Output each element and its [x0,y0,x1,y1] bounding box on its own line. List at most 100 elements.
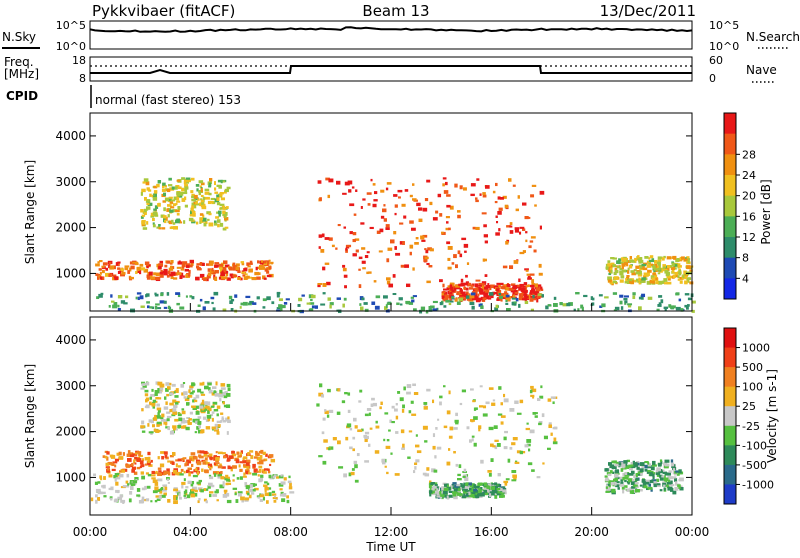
power-cell [420,306,426,311]
xtick-label: 08:00 [273,525,308,539]
power-cell [625,279,630,283]
velocity-cell [541,413,545,418]
velocity-cell [141,420,145,425]
velocity-cell [190,483,194,487]
velocity-cell [354,425,358,429]
power-cell [426,280,431,284]
velocity-cell [162,484,166,487]
velocity-cell [165,388,169,392]
velocity-cell [172,470,178,474]
velocity-cell [614,473,619,478]
power-cell [162,184,165,189]
velocity-cell [220,387,226,390]
velocity-cell [182,382,186,385]
velocity-cell [175,463,178,468]
velocity-cell [192,399,195,403]
power-cell [498,228,501,232]
power-cell [460,291,463,295]
velocity-cell [624,463,628,466]
velocity-cell [368,443,371,447]
power-cell [454,183,458,188]
velocity-cell [203,401,208,405]
power-cell [175,219,180,224]
power-cell [643,272,648,277]
velocity-cell [538,422,542,426]
power-cell [445,216,450,219]
velocity-cell [469,439,472,443]
velocity-cell [637,462,640,466]
velocity-cell [354,479,359,483]
power-cell [648,257,651,260]
velocity-cell [183,396,187,399]
velocity-cell [213,390,216,394]
velocity-cell [388,429,391,432]
velocity-cell [514,400,519,404]
velocity-cell [626,488,631,492]
power-cell [117,267,121,270]
velocity-cell [352,448,356,452]
power-cell [176,196,180,201]
velocity-cell [613,460,617,464]
velocity-cell [102,484,106,489]
power-cell [687,258,691,261]
velocity-cell [139,465,142,469]
power-cell [141,214,146,217]
velocity-cell [232,479,235,482]
velocity-cell [127,450,131,454]
velocity-cell [620,481,624,485]
velocity-cell [326,414,330,418]
velocity-cell [337,388,340,392]
velocity-cell [608,484,611,488]
power-cell [189,295,193,298]
velocity-cell [612,466,617,470]
power-cell [481,281,487,285]
velocity-cell [159,383,165,388]
velocity-colorbar-segment [724,464,736,485]
velocity-cell [491,489,496,493]
power-cell [200,182,205,186]
velocity-cell [155,470,158,475]
power-cell [185,177,191,180]
power-cell [481,285,484,289]
velocity-cell [446,461,451,466]
velocity-cell [187,420,191,424]
power-cell [251,277,257,281]
power-cell [673,264,678,267]
velocity-cell [552,441,558,445]
power-cell [140,191,143,196]
power-cell [522,228,526,231]
velocity-cell [256,470,259,473]
power-cell [633,269,637,272]
power-cell [459,295,462,298]
velocity-cell [489,483,493,487]
velocity-cell [359,389,363,393]
velocity-cell [389,419,392,423]
power-cell [190,190,194,194]
freq-label-line1: Freq. [4,55,34,69]
velocity-cell [192,405,196,409]
velocity-cell [394,473,400,476]
xtick-label: 16:00 [474,525,509,539]
power-cell [683,270,687,275]
power-cell [163,306,168,309]
power-cell [199,217,203,221]
velocity-cell [164,454,168,458]
velocity-cell [351,468,355,471]
power-cell [193,204,197,209]
power-cell [394,246,397,250]
velocity-cell [136,466,141,470]
power-colorbar-tick-label: 24 [742,169,756,182]
power-cell [149,193,152,197]
velocity-cell [220,412,224,415]
velocity-cell [146,485,151,489]
power-cell [108,273,112,277]
power-cell [105,272,110,277]
velocity-cell [166,468,170,473]
velocity-cell [167,426,170,431]
velocity-cell [489,491,494,494]
velocity-cell [658,470,664,474]
power-cell [461,291,466,295]
power-cell [403,215,407,219]
velocity-cell [651,479,657,482]
velocity-cell [536,476,541,479]
